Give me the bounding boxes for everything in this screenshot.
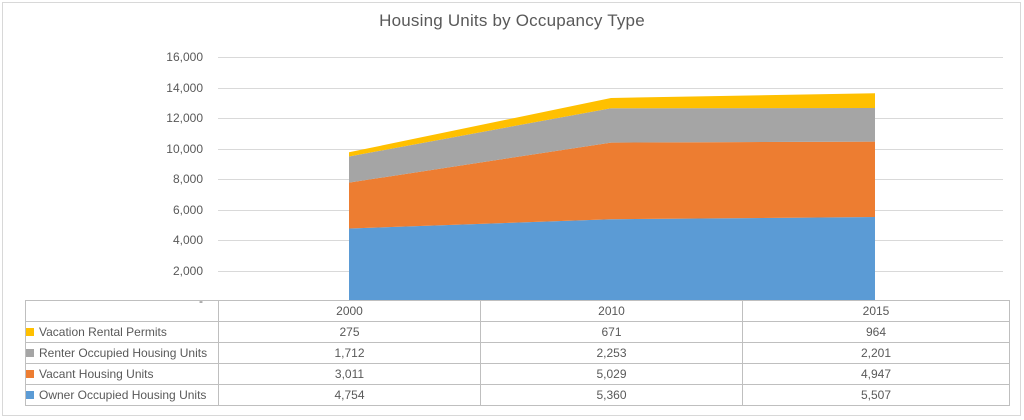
area-series-vacant-housing-units: [349, 141, 875, 229]
data-table-corner-cell: [25, 300, 219, 322]
value-cell: 275: [218, 321, 481, 343]
year-header-cell: 2010: [480, 300, 743, 322]
data-table-body: 2000 2010 2015 Vacation Rental Permits 275 67…: [25, 300, 1010, 406]
area-series-renter-occupied-housing-units: [349, 108, 875, 183]
data-table-row: Vacant Housing Units 3,011 5,029 4,947: [25, 363, 1010, 385]
legend-key-swatch: [26, 391, 34, 399]
y-axis-tick-label: 2,000: [172, 263, 203, 278]
year-header-cell: 2015: [742, 300, 1010, 322]
value-cell: 5,507: [742, 384, 1010, 406]
legend-key-swatch: [26, 370, 34, 378]
value-cell: 4,754: [218, 384, 481, 406]
legend-cell: Vacation Rental Permits: [25, 321, 219, 343]
value-cell: 5,029: [480, 363, 743, 385]
area-series-owner-occupied-housing-units: [349, 217, 875, 301]
y-axis-tick-label: 6,000: [172, 202, 203, 217]
value-cell: 3,011: [218, 363, 481, 385]
y-axis-tick-label: 12,000: [166, 111, 203, 125]
data-table-year-row: 2000 2010 2015: [25, 300, 1010, 322]
area-series-vacation-rental-permits: [349, 93, 875, 157]
legend-label: Renter Occupied Housing Units: [39, 346, 208, 360]
value-cell: 964: [742, 321, 1010, 343]
legend-label: Vacant Housing Units: [39, 367, 154, 381]
value-cell: 4,947: [742, 363, 1010, 385]
data-table-row: Vacation Rental Permits 275 671 964: [25, 321, 1010, 343]
chart-data-table: 2000 2010 2015 Vacation Rental Permits 275 67…: [25, 300, 1010, 406]
data-table-row: Renter Occupied Housing Units 1,712 2,253 2…: [25, 342, 1010, 364]
value-cell: 5,360: [480, 384, 743, 406]
y-axis-tick-label: 8,000: [172, 172, 203, 186]
legend-cell: Renter Occupied Housing Units: [25, 342, 219, 364]
legend-label: Vacation Rental Permits: [39, 325, 167, 339]
value-cell: 671: [480, 321, 743, 343]
y-axis-tick-label: 16,000: [166, 50, 203, 64]
value-cell: 1,712: [218, 342, 481, 364]
legend-cell: Owner Occupied Housing Units: [25, 384, 219, 406]
chart-title: Housing Units by Occupancy Type: [379, 11, 645, 30]
legend-key-swatch: [26, 328, 34, 336]
year-header-cell: 2000: [218, 300, 481, 322]
legend-key-swatch: [26, 349, 34, 357]
y-axis-tick-label: 10,000: [166, 141, 203, 156]
data-table-row: Owner Occupied Housing Units 4,754 5,360 5,…: [25, 384, 1010, 406]
y-axis-tick-label: 14,000: [166, 80, 203, 95]
legend-cell: Vacant Housing Units: [25, 363, 219, 385]
y-axis-tick-label: 4,000: [172, 233, 203, 247]
stacked-area-plot: [218, 57, 1003, 301]
value-cell: 2,201: [742, 342, 1010, 364]
value-cell: 2,253: [480, 342, 743, 364]
legend-label: Owner Occupied Housing Units: [39, 388, 207, 402]
